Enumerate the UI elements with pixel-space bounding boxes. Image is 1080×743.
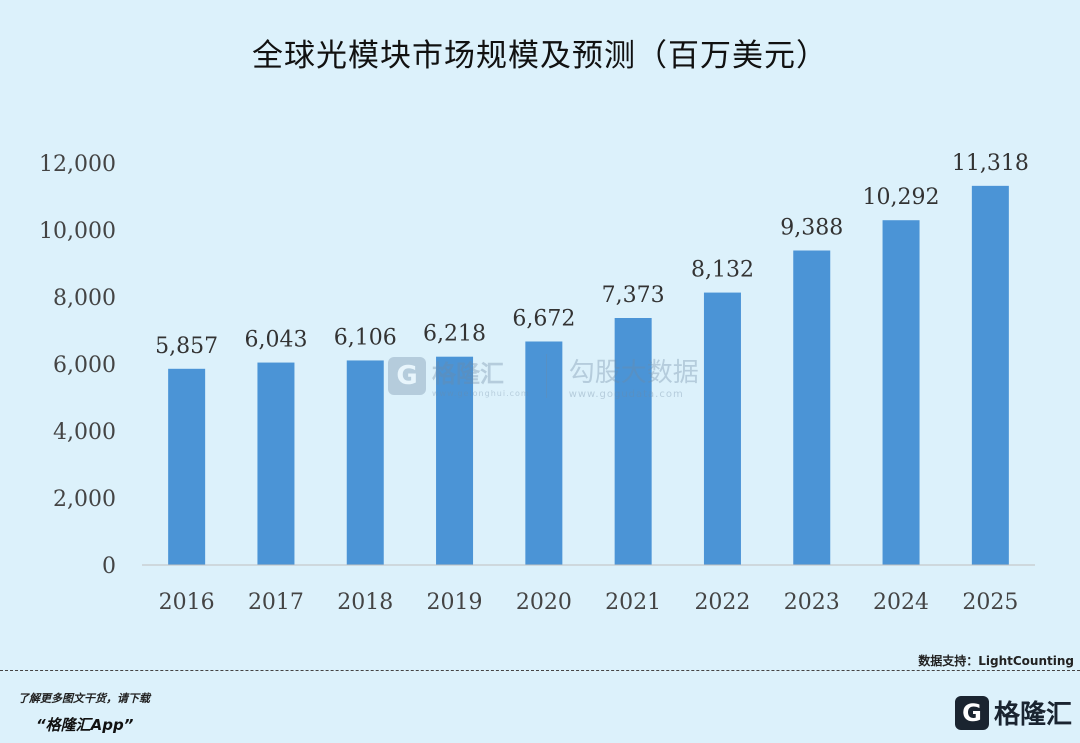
y-tick-label: 6,000 bbox=[53, 353, 116, 378]
footer-app-name: “格隆汇App” bbox=[36, 716, 134, 734]
y-tick-label: 4,000 bbox=[53, 420, 116, 445]
value-labels: 5,857 6,043 6,106 6,218 6,672 7,373 8,132 9,388… bbox=[155, 151, 1029, 359]
chart-title: 全球光模块市场规模及预测（百万美元） bbox=[252, 38, 828, 74]
data-label: 6,106 bbox=[334, 325, 397, 350]
data-label: 6,672 bbox=[512, 306, 575, 331]
watermark-divider bbox=[545, 354, 547, 398]
data-label: 6,043 bbox=[244, 328, 307, 353]
bar-2016 bbox=[168, 368, 206, 565]
x-tick-label: 2021 bbox=[605, 590, 661, 615]
x-tick-label: 2018 bbox=[337, 590, 393, 615]
bar-2023 bbox=[793, 250, 831, 565]
y-tick-label: 2,000 bbox=[53, 487, 116, 512]
x-axis: 2016 2017 2018 2019 2020 2021 2022 2023 2024 2025 bbox=[142, 564, 1035, 615]
footer-divider bbox=[0, 670, 1080, 671]
y-tick-label: 12,000 bbox=[39, 152, 116, 177]
bars bbox=[168, 185, 1009, 566]
watermark: G 格隆汇 www.gelonghui.com 勾股大数据 www.goguda… bbox=[388, 352, 699, 400]
x-tick-label: 2022 bbox=[694, 590, 750, 615]
watermark-brand-url: www.gelonghui.com bbox=[432, 389, 530, 398]
bar-2024 bbox=[882, 220, 920, 565]
data-label: 5,857 bbox=[155, 334, 218, 359]
data-label: 9,388 bbox=[780, 216, 843, 241]
logo-text: 格隆汇 bbox=[993, 700, 1072, 730]
x-tick-label: 2024 bbox=[873, 590, 929, 615]
bar-2017 bbox=[257, 362, 295, 565]
data-label: 10,292 bbox=[863, 185, 940, 210]
bar-2019 bbox=[436, 356, 474, 565]
data-label: 8,132 bbox=[691, 258, 754, 283]
x-tick-label: 2016 bbox=[159, 590, 215, 615]
y-axis: 0 2,000 4,000 6,000 8,000 10,000 12,000 bbox=[39, 152, 116, 579]
x-tick-label: 2020 bbox=[516, 590, 572, 615]
footer-hint: 了解更多图文干货，请下载 bbox=[18, 692, 150, 705]
y-tick-label: 8,000 bbox=[53, 286, 116, 311]
watermark-partner-url: www.gogudata.com bbox=[568, 389, 684, 400]
data-label: 11,318 bbox=[952, 151, 1029, 176]
y-tick-label: 0 bbox=[102, 554, 116, 579]
x-tick-label: 2025 bbox=[962, 590, 1018, 615]
watermark-brand: 格隆汇 bbox=[432, 360, 504, 388]
bar-2020 bbox=[525, 341, 563, 565]
footer-logo: G 格隆汇 bbox=[954, 694, 1072, 731]
bar-2018 bbox=[346, 360, 384, 565]
logo-icon: G bbox=[954, 695, 989, 730]
y-tick-label: 10,000 bbox=[39, 219, 116, 244]
x-tick-label: 2017 bbox=[248, 590, 304, 615]
watermark-partner: 勾股大数据 bbox=[568, 358, 699, 388]
x-tick-label: 2019 bbox=[427, 590, 483, 615]
data-label: 6,218 bbox=[423, 322, 486, 347]
x-tick-label: 2023 bbox=[784, 590, 840, 615]
bar-2022 bbox=[703, 292, 741, 565]
watermark-logo-icon: G bbox=[388, 357, 426, 395]
bar-2021 bbox=[614, 318, 652, 565]
data-label: 7,373 bbox=[602, 283, 665, 308]
data-source: 数据支持：LightCounting bbox=[918, 654, 1074, 668]
bar-2025 bbox=[971, 185, 1009, 566]
